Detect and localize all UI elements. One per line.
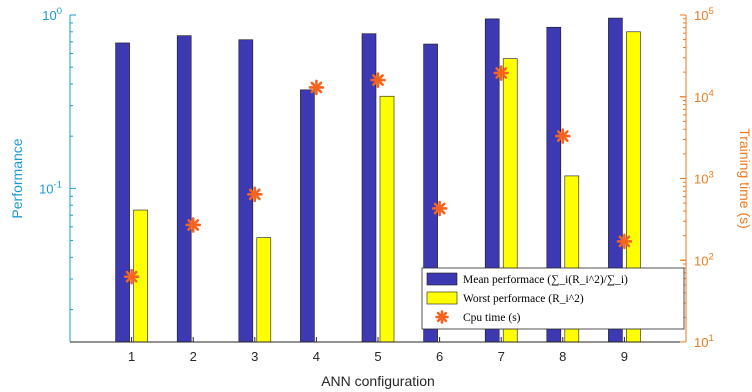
x-tick-label: 8 xyxy=(559,349,566,364)
legend-worst-swatch xyxy=(426,291,458,305)
legend-label: Worst performace (R_i^2) xyxy=(463,293,584,305)
legend: Mean performace (∑_i(R_i^2)/∑_i) Worst pe… xyxy=(421,267,685,330)
legend-label: Mean performace (∑_i(R_i^2)/∑_i) xyxy=(463,274,628,286)
right-tick-base: 10 xyxy=(694,172,708,187)
x-tick-label: 6 xyxy=(436,349,443,364)
mean-bar xyxy=(115,42,130,343)
right-tick-label: 105 xyxy=(694,6,714,23)
x-tick-label: 3 xyxy=(251,349,258,364)
bars-layer xyxy=(115,17,641,343)
right-tick-label: 101 xyxy=(694,333,714,350)
right-tick-exponent: 1 xyxy=(708,333,713,344)
cpu-time-marker-stroke xyxy=(556,130,569,143)
right-tick-exponent: 5 xyxy=(708,6,713,17)
cpu-time-marker-stroke xyxy=(248,188,261,201)
right-axis-label: Training time (s) xyxy=(737,128,752,229)
left-tick-label: 10-1 xyxy=(39,179,62,196)
x-tick-label: 2 xyxy=(190,349,197,364)
right-tick-label: 102 xyxy=(694,251,714,268)
markers-layer xyxy=(123,65,633,285)
cpu-time-marker-stroke xyxy=(310,81,323,94)
right-tick-label: 104 xyxy=(694,88,714,105)
cpu-time-marker-stroke xyxy=(372,74,384,86)
mean-bar xyxy=(300,89,315,343)
left-tick-exponent: 0 xyxy=(57,6,62,17)
worst-bar xyxy=(379,95,395,343)
cpu-time-marker xyxy=(616,233,633,250)
right-tick-base: 10 xyxy=(694,253,708,268)
right-tick-exponent: 4 xyxy=(708,88,713,99)
right-tick-label: 103 xyxy=(694,170,714,187)
x-axis-label: ANN configuration xyxy=(321,373,435,389)
left-tick-exponent: -1 xyxy=(54,179,62,190)
legend-mean-swatch xyxy=(426,272,458,286)
cpu-time-marker xyxy=(370,72,386,88)
cpu-time-marker xyxy=(185,217,201,233)
left-tick-label: 100 xyxy=(42,6,62,23)
cpu-time-marker xyxy=(123,268,140,285)
left-tick-base: 10 xyxy=(39,181,53,196)
x-tick-label: 4 xyxy=(313,349,320,364)
cpu-time-marker xyxy=(308,79,325,96)
cpu-time-marker xyxy=(493,65,510,81)
cpu-time-marker-stroke xyxy=(436,311,448,323)
x-tick-label: 5 xyxy=(374,349,381,364)
right-tick-base: 10 xyxy=(694,90,708,105)
left-tick-base: 10 xyxy=(42,8,56,23)
legend-box xyxy=(421,267,685,330)
cpu-time-marker xyxy=(247,186,263,203)
cpu-time-marker-stroke xyxy=(618,235,631,248)
cpu-time-marker-stroke xyxy=(495,67,508,79)
legend-label: Cpu time (s) xyxy=(463,312,521,324)
left-axis-label: Performance xyxy=(9,138,25,218)
x-tick-label: 7 xyxy=(498,349,505,364)
cpu-time-marker-stroke xyxy=(433,202,446,215)
right-tick-exponent: 2 xyxy=(708,251,713,262)
right-tick-exponent: 3 xyxy=(708,170,713,181)
x-tick-label: 9 xyxy=(621,349,628,364)
cpu-time-marker xyxy=(554,128,571,144)
x-tick-label: 1 xyxy=(128,349,135,364)
right-tick-base: 10 xyxy=(694,8,708,23)
cpu-time-marker xyxy=(431,200,448,217)
cpu-time-marker-stroke xyxy=(187,219,200,231)
mean-bar xyxy=(176,35,192,343)
cpu-time-marker-stroke xyxy=(125,270,138,283)
worst-bar xyxy=(256,237,272,343)
right-tick-base: 10 xyxy=(694,335,708,350)
legend-cpu-swatch xyxy=(435,310,449,324)
